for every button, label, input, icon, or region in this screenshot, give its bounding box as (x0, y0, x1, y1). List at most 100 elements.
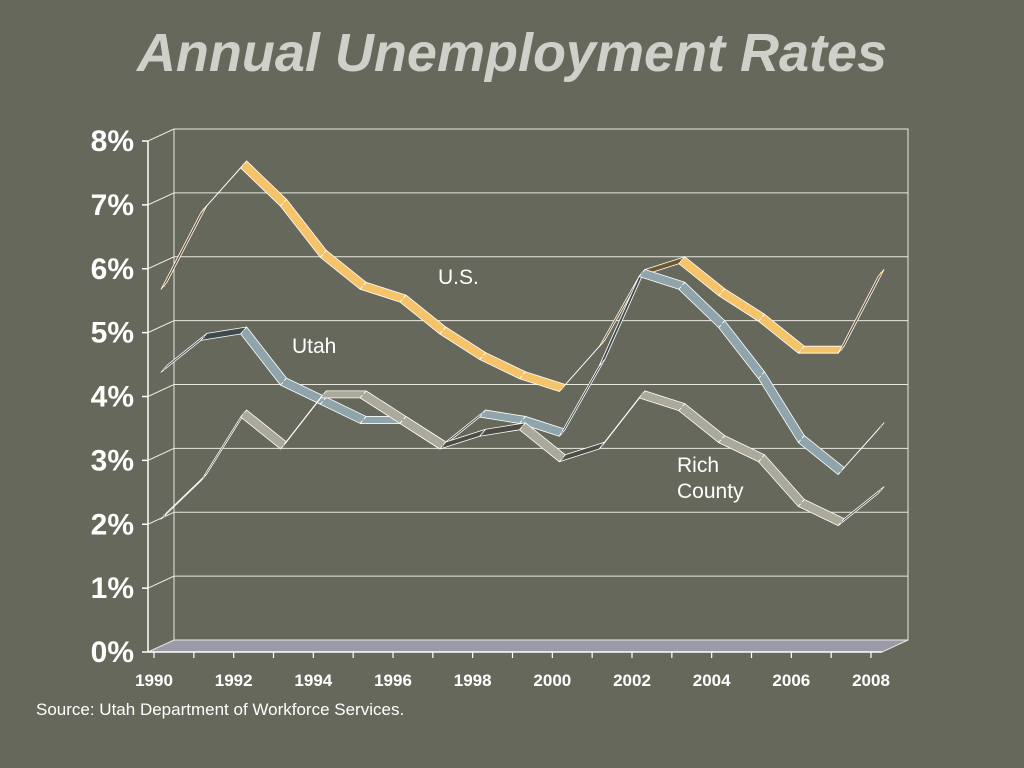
series-rich-county (160, 390, 885, 527)
gridline-depth (147, 447, 175, 461)
data-point (680, 405, 684, 409)
y-tick-label: 7% (91, 189, 134, 222)
data-point (839, 469, 843, 473)
line-segment (797, 435, 845, 475)
gridline-depth (147, 256, 175, 270)
gridline-depth (147, 511, 175, 525)
data-point (242, 163, 245, 166)
data-point (521, 425, 524, 428)
data-point (441, 444, 445, 447)
x-tick-label: 2000 (533, 671, 571, 690)
gridline-depth (147, 384, 175, 397)
line-segment (598, 269, 646, 367)
series-label-line: Utah (292, 335, 336, 358)
plot-area: 0% 1% 2% 3% 4% 5% 6% 7% 8% 1990 1992 1994 1996 1998 20… (91, 125, 909, 690)
x-tick-label: 2004 (693, 671, 731, 690)
line-segment (837, 486, 885, 527)
line-segment (200, 160, 248, 214)
data-point (322, 252, 325, 256)
data-point (282, 201, 285, 204)
data-point (879, 425, 883, 428)
data-point (720, 437, 723, 441)
line-segment (558, 358, 606, 437)
line-segment (758, 371, 805, 444)
data-point (162, 284, 166, 287)
x-tick-label: 2002 (613, 671, 651, 690)
line-segment (479, 422, 526, 437)
data-point (839, 520, 843, 524)
line-segment (280, 390, 327, 450)
x-tick-label: 1990 (135, 671, 173, 690)
y-tick-label: 2% (91, 508, 134, 541)
data-point (162, 367, 166, 371)
data-point (521, 374, 524, 377)
x-tick-label: 1996 (374, 671, 412, 690)
line-segment (519, 371, 566, 392)
line-segment (160, 332, 208, 373)
data-point (481, 354, 484, 358)
series-label-line: U.S. (438, 266, 479, 289)
y-tick-label: 8% (91, 125, 134, 158)
data-point (481, 412, 484, 415)
chart-title: Annual Unemployment Rates (136, 23, 888, 83)
data-point (839, 348, 843, 351)
y-tick-label: 3% (91, 444, 134, 477)
gridline-depth (147, 320, 175, 334)
line-segment (319, 249, 367, 290)
data-point (282, 444, 285, 447)
data-point (361, 418, 365, 422)
data-point (760, 457, 763, 460)
data-point (720, 290, 723, 294)
data-point (600, 342, 604, 345)
data-point (361, 284, 365, 287)
line-segment (837, 422, 885, 475)
line-segment (359, 281, 407, 303)
data-point (322, 399, 325, 402)
line-segment (399, 294, 447, 335)
data-point (680, 259, 684, 262)
line-segment (758, 454, 805, 507)
data-point (680, 284, 684, 287)
data-point (600, 361, 604, 364)
x-tick-label: 1994 (294, 671, 332, 690)
data-point (521, 418, 524, 422)
line-segment (479, 409, 526, 424)
x-tick-label: 1992 (215, 671, 253, 690)
line-segment (598, 390, 646, 450)
data-point (879, 271, 883, 275)
y-tick-label: 4% (91, 381, 134, 414)
line-segment (479, 352, 526, 380)
data-point (800, 437, 803, 441)
data-point (401, 297, 405, 300)
data-point (481, 431, 484, 434)
source-note: Source: Utah Department of Workforce Ser… (36, 700, 405, 719)
data-point (561, 457, 564, 460)
gridline-depth (147, 575, 175, 589)
line-segment (200, 326, 248, 341)
data-point (202, 335, 206, 339)
data-point (640, 271, 644, 275)
data-point (600, 444, 604, 447)
data-point (202, 207, 206, 211)
data-point (800, 501, 803, 505)
y-tick-label: 6% (91, 253, 134, 286)
line-segment (280, 198, 327, 258)
line-segment (240, 326, 287, 386)
line-segment (678, 403, 726, 444)
line-segment (439, 326, 487, 360)
data-point (361, 393, 365, 396)
data-point (202, 476, 206, 479)
series-label: U.S. (438, 266, 479, 289)
x-tick-label: 1998 (454, 671, 492, 690)
series-label: Rich County (677, 454, 744, 503)
y-tick-label: 5% (91, 317, 134, 350)
line-segment (240, 409, 287, 450)
line-segment (439, 428, 487, 450)
data-point (242, 412, 245, 415)
series-label: Utah (292, 335, 336, 358)
line-segment (160, 205, 208, 290)
y-tick-label: 0% (91, 636, 134, 669)
line-segment (319, 396, 367, 424)
line-segment (240, 160, 287, 207)
